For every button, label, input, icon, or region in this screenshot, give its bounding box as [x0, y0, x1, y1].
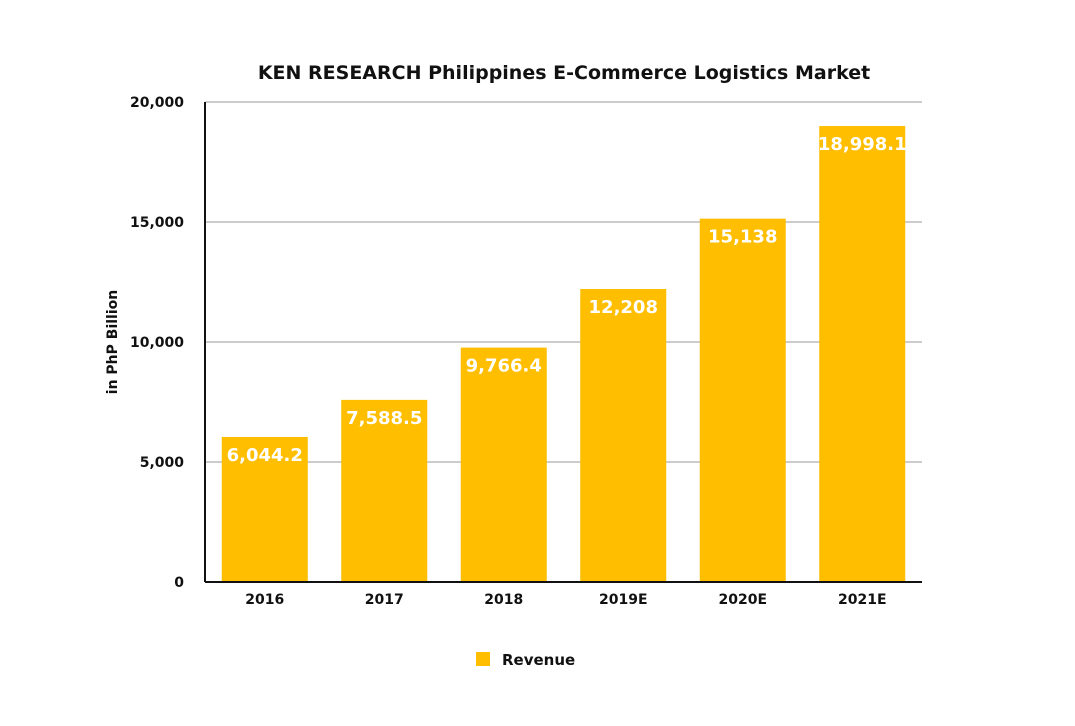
x-tick-label: 2019E — [599, 592, 648, 608]
data-labels: 6,044.2 7,588.5 9,766.4 12,208 15,138 18,998.… — [227, 134, 907, 466]
bar — [699, 218, 786, 583]
y-tick-labels: 0 5,000 10,000 15,000 20,000 — [130, 95, 184, 591]
bar — [819, 126, 906, 583]
bar — [460, 347, 547, 582]
y-axis-title: in PhP Billion — [105, 290, 121, 394]
x-tick-label: 2021E — [838, 592, 887, 608]
bars — [221, 126, 906, 583]
x-tick-label: 2018 — [484, 592, 523, 608]
bar — [221, 436, 308, 582]
y-tick-label: 5,000 — [140, 455, 185, 471]
legend-swatch — [476, 652, 490, 666]
y-tick-label: 0 — [174, 575, 184, 591]
data-label: 18,998.1 — [818, 134, 907, 155]
data-label: 9,766.4 — [466, 356, 542, 377]
data-label: 7,588.5 — [346, 408, 422, 429]
axes — [204, 102, 922, 583]
x-tick-labels: 2016 2017 2018 2019E 2020E 2021E — [245, 592, 886, 608]
y-tick-label: 20,000 — [130, 95, 184, 111]
y-tick-label: 10,000 — [130, 335, 184, 351]
data-label: 6,044.2 — [227, 445, 303, 466]
y-tick-label: 15,000 — [130, 215, 184, 231]
x-tick-label: 2017 — [365, 592, 404, 608]
x-tick-label: 2016 — [245, 592, 284, 608]
chart-title: KEN RESEARCH Philippines E-Commerce Logi… — [258, 62, 870, 84]
x-tick-label: 2020E — [718, 592, 767, 608]
bar — [341, 399, 428, 582]
legend: Revenue — [476, 651, 575, 669]
legend-label-revenue: Revenue — [502, 651, 575, 669]
data-label: 12,208 — [589, 297, 658, 318]
bar — [580, 289, 667, 582]
gridlines — [205, 101, 922, 463]
data-label: 15,138 — [708, 227, 777, 248]
